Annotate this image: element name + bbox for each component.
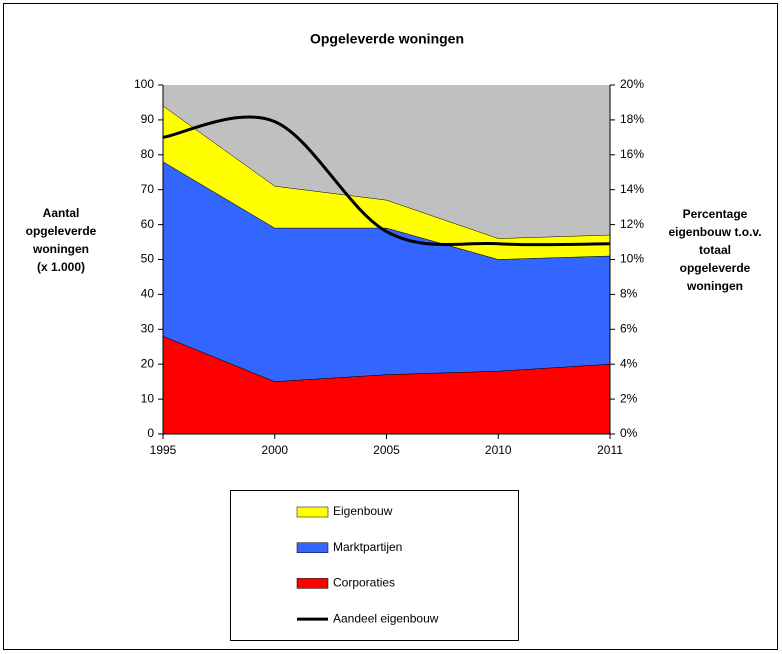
legend-label: Eigenbouw bbox=[333, 504, 393, 518]
y2-tick-label: 18% bbox=[620, 112, 644, 126]
y-tick-label: 50 bbox=[141, 252, 155, 266]
x-tick-label: 2010 bbox=[485, 443, 512, 457]
x-tick-label: 2000 bbox=[261, 443, 288, 457]
legend-label: Aandeel eigenbouw bbox=[333, 611, 439, 625]
x-tick-label: 2005 bbox=[373, 443, 400, 457]
y-tick-label: 70 bbox=[141, 182, 155, 196]
y2-axis-label: Percentage bbox=[683, 207, 748, 221]
y2-tick-label: 8% bbox=[620, 287, 638, 301]
legend-swatch bbox=[296, 542, 329, 553]
y-tick-label: 100 bbox=[134, 77, 154, 91]
y-axis-label: Aantal bbox=[43, 206, 80, 220]
y2-tick-label: 6% bbox=[620, 321, 638, 335]
legend-label: Marktpartijen bbox=[333, 540, 402, 554]
chart-title: Opgeleverde woningen bbox=[310, 31, 464, 47]
y2-tick-label: 0% bbox=[620, 426, 638, 440]
legend-label: Corporaties bbox=[333, 576, 395, 590]
y2-tick-label: 20% bbox=[620, 77, 644, 91]
y-axis-label: woningen bbox=[32, 242, 89, 256]
y2-tick-label: 2% bbox=[620, 391, 638, 405]
y2-tick-label: 12% bbox=[620, 217, 644, 231]
legend-swatch bbox=[296, 506, 329, 518]
y2-axis-label: woningen bbox=[686, 279, 743, 293]
y-tick-label: 10 bbox=[141, 391, 155, 405]
y2-axis-label: totaal bbox=[699, 243, 731, 257]
legend-swatch bbox=[296, 578, 329, 589]
x-tick-label: 2011 bbox=[597, 443, 623, 457]
legend-box bbox=[230, 490, 519, 641]
y2-axis-label: eigenbouw t.o.v. bbox=[668, 225, 761, 239]
y2-axis-label: opgeleverde bbox=[680, 261, 751, 275]
y-tick-label: 30 bbox=[141, 321, 155, 335]
y2-tick-label: 4% bbox=[620, 356, 638, 370]
y2-tick-label: 14% bbox=[620, 182, 644, 196]
y2-tick-label: 10% bbox=[620, 252, 644, 266]
y-tick-label: 20 bbox=[141, 356, 155, 370]
y-tick-label: 90 bbox=[141, 112, 155, 126]
y-tick-label: 0 bbox=[147, 426, 154, 440]
y-tick-label: 80 bbox=[141, 147, 155, 161]
y-axis-label: opgeleverde bbox=[26, 224, 97, 238]
y-tick-label: 40 bbox=[141, 287, 155, 301]
line bbox=[162, 115, 611, 247]
x-tick-label: 1995 bbox=[150, 443, 177, 457]
y-tick-label: 60 bbox=[141, 217, 155, 231]
y-axis-label: (x 1.000) bbox=[37, 260, 85, 274]
y2-tick-label: 16% bbox=[620, 147, 644, 161]
